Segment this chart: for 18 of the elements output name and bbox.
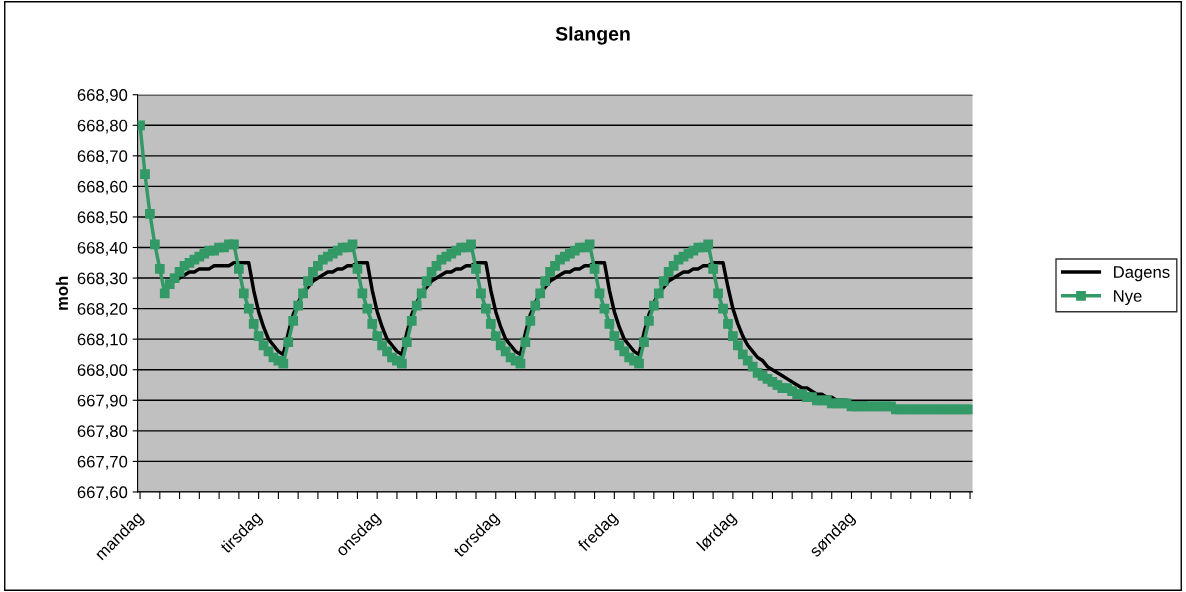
y-tick-label: 668,40 xyxy=(77,241,128,256)
y-tick-label: 667,80 xyxy=(77,425,128,440)
y-tick-label: 667,70 xyxy=(77,455,128,470)
chart-title: Slangen xyxy=(555,26,630,45)
y-tick-label: 667,60 xyxy=(77,486,128,501)
y-tick-label: 668,60 xyxy=(77,180,128,195)
y-tick-label: 668,00 xyxy=(77,364,128,378)
y-tick-label: 668,80 xyxy=(77,119,128,134)
y-tick-label: 668,30 xyxy=(77,272,128,287)
legend-label: Nye xyxy=(1114,290,1142,306)
y-tick-label: 668,10 xyxy=(77,333,128,348)
y-tick-label: 668,90 xyxy=(77,89,128,103)
y-tick-label: 668,50 xyxy=(77,211,128,226)
y-tick-label: 668,20 xyxy=(77,303,128,317)
legend-label: Dagens xyxy=(1114,266,1170,282)
y-tick-label: 668,70 xyxy=(77,150,128,164)
y-axis-title: moh xyxy=(55,276,69,310)
y-tick-label: 667,90 xyxy=(77,394,128,409)
